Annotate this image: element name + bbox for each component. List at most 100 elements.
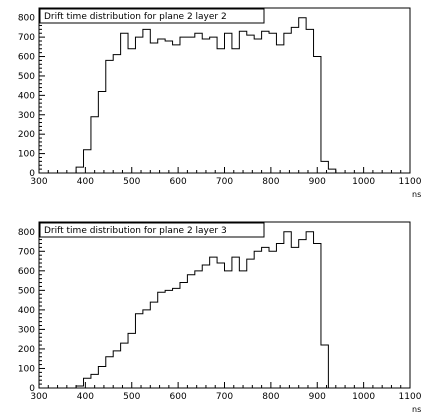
histogram-bin-24 [247,259,254,388]
histogram-bin-9 [135,37,142,173]
histogram-bin-10 [143,29,150,173]
histogram-bin-22 [232,257,239,388]
histogram-bin-1 [76,386,83,388]
x-tick-label: 800 [262,392,279,402]
x-tick-label: 300 [30,392,47,402]
x-tick-label: 300 [30,177,47,187]
histogram-bin-2 [84,378,91,388]
x-axis-unit: ns [412,405,421,414]
x-tick-label: 700 [216,392,233,402]
histogram-outline [75,17,337,173]
histogram-bin-24 [247,35,254,173]
histogram-bin-17 [195,271,202,388]
histogram-bin-16 [187,275,194,388]
histogram-bin-19 [210,37,217,173]
histogram-bin-8 [128,333,135,388]
histogram-bin-34 [321,345,328,388]
histogram-bin-21 [225,33,232,173]
y-tick-label: 0 [29,384,35,394]
x-tick-label: 800 [262,177,279,187]
y-tick-label: 100 [18,150,35,160]
chart-title: Drift time distribution for plane 2 laye… [44,12,227,22]
histogram-bin-32 [306,29,313,173]
y-tick-label: 600 [18,267,35,277]
chart-title-box [39,222,265,238]
histogram-bin-35 [328,169,335,173]
histogram-bin-32 [306,232,313,388]
histogram-bin-18 [202,39,209,173]
histogram-bin-20 [217,49,224,173]
y-tick-label: 800 [18,14,35,24]
x-tick-label: 1000 [352,177,375,187]
histogram-outline [75,231,336,389]
histogram-bin-34 [321,161,328,173]
x-tick-label: 1100 [399,177,422,187]
x-tick-label: 600 [170,392,187,402]
histogram-bin-13 [165,41,172,173]
histogram-bin-5 [106,357,113,388]
y-tick-label: 300 [18,111,35,121]
histogram-bin-4 [98,367,105,388]
y-tick-label: 700 [18,33,35,43]
histogram-bin-30 [291,247,298,388]
histogram-bin-12 [158,39,165,173]
histogram-bin-12 [158,292,165,388]
y-tick-label: 300 [18,325,35,335]
x-tick-label: 600 [170,177,187,187]
y-tick-label: 800 [18,228,35,238]
histogram-bin-11 [150,302,157,388]
x-tick-label: 400 [77,392,94,402]
histogram-bin-30 [291,27,298,173]
histogram-bin-22 [232,49,239,173]
x-tick-label: 500 [123,392,140,402]
chart-title: Drift time distribution for plane 2 laye… [44,226,227,236]
histogram-bin-16 [187,37,194,173]
histogram-bin-27 [269,251,276,388]
histogram-bin-4 [98,91,105,173]
histogram-panel-1: 300 400 500 600 700 800 900 1000 1100 0 100 200 300 4… [18,7,422,199]
x-tick-label: 700 [216,177,233,187]
histogram-bin-9 [135,314,142,388]
y-tick-label: 200 [18,345,35,355]
histogram-bin-29 [284,33,291,173]
histogram-bin-6 [113,55,120,173]
histogram-bin-10 [143,310,150,388]
histogram-bin-31 [299,240,306,388]
histogram-bin-3 [91,117,98,173]
histogram-bin-26 [262,247,269,388]
x-tick-label: 400 [77,177,94,187]
x-axis-unit: ns [412,190,421,199]
histogram-bin-21 [225,271,232,388]
y-tick-label: 400 [18,306,35,316]
y-tick-label: 200 [18,130,35,140]
y-tick-label: 400 [18,91,35,101]
histogram-bin-23 [239,31,246,173]
histogram-bin-33 [314,57,321,173]
y-tick-label: 100 [18,364,35,374]
histogram-bin-5 [106,60,113,173]
histogram-bin-23 [239,271,246,388]
y-tick-label: 600 [18,53,35,63]
x-tick-label: 900 [309,392,326,402]
histogram-bin-25 [254,39,261,173]
histogram-bin-29 [284,232,291,388]
histogram-bin-15 [180,283,187,388]
histogram-bin-31 [299,18,306,173]
y-tick-label: 500 [18,286,35,296]
histogram-bin-20 [217,263,224,388]
histogram-bin-17 [195,33,202,173]
y-tick-label: 700 [18,247,35,257]
histogram-bin-14 [173,288,180,388]
chart-title-box [39,8,265,24]
x-tick-label: 1000 [352,392,375,402]
histogram-bin-33 [314,243,321,388]
histogram-bin-28 [276,243,283,388]
histogram-bin-27 [269,33,276,173]
histogram-bin-26 [262,31,269,173]
x-tick-label: 1100 [399,392,422,402]
histogram-bin-7 [121,33,128,173]
histogram-bin-19 [210,257,217,388]
x-tick-label: 500 [123,177,140,187]
y-tick-label: 0 [29,169,35,179]
